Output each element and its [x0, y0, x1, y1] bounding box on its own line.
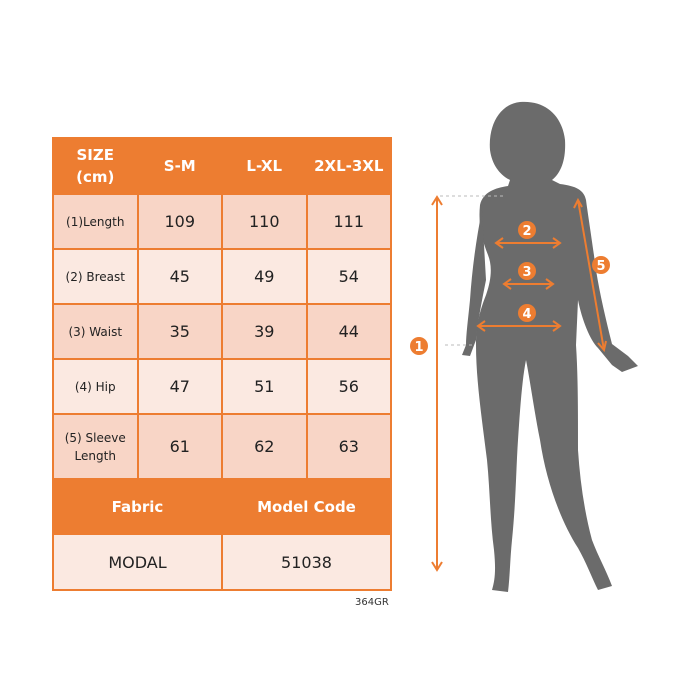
marker-2: 2	[522, 224, 531, 239]
body-measurement-figure: 1 2 3 4 5	[410, 101, 638, 592]
row-label: (3) Waist	[52, 303, 139, 360]
cell: 63	[305, 413, 392, 480]
header-size: SIZE (cm)	[52, 137, 139, 195]
size-chart-table: SIZE (cm) S-M L-XL 2XL-3XL (1)Length 109 …	[52, 137, 392, 591]
model-code-value: 51038	[221, 533, 392, 591]
table-row: (5) Sleeve Length 61 62 63	[52, 413, 392, 480]
row-label: (4) Hip	[52, 358, 139, 415]
fabric-label: Fabric	[52, 478, 223, 535]
cell: 45	[136, 248, 223, 305]
marker-5: 5	[596, 259, 605, 274]
model-code-label: Model Code	[221, 478, 392, 535]
header-l-xl: L-XL	[221, 137, 308, 195]
sleeve-line	[577, 199, 605, 351]
table-row: (1)Length 109 110 111	[52, 193, 392, 250]
measurement-markers: 1 2 3 4 5	[410, 221, 610, 355]
cell: 54	[305, 248, 392, 305]
row-label: (5) Sleeve Length	[52, 413, 139, 480]
product-code: 364GR	[355, 597, 389, 608]
marker-3: 3	[522, 265, 531, 280]
table-header-row: SIZE (cm) S-M L-XL 2XL-3XL	[52, 137, 392, 195]
cell: 47	[136, 358, 223, 415]
cell: 61	[136, 413, 223, 480]
cell: 35	[136, 303, 223, 360]
cell: 111	[305, 193, 392, 250]
row-label: (1)Length	[52, 193, 139, 250]
cell: 110	[221, 193, 308, 250]
cell: 44	[305, 303, 392, 360]
cell: 109	[136, 193, 223, 250]
cell: 56	[305, 358, 392, 415]
marker-4: 4	[522, 307, 531, 322]
fabric-value-row: MODAL 51038	[52, 533, 392, 591]
row-label: (2) Breast	[52, 248, 139, 305]
marker-1: 1	[414, 340, 423, 355]
header-2xl-3xl: 2XL-3XL	[305, 137, 392, 195]
fabric-value: MODAL	[52, 533, 223, 591]
table-row: (3) Waist 35 39 44	[52, 303, 392, 360]
header-s-m: S-M	[136, 137, 223, 195]
cell: 39	[221, 303, 308, 360]
cell: 51	[221, 358, 308, 415]
fabric-header-row: Fabric Model Code	[52, 478, 392, 535]
measurement-lines	[431, 195, 607, 572]
cell: 62	[221, 413, 308, 480]
table-row: (2) Breast 45 49 54	[52, 248, 392, 305]
woman-silhouette	[462, 101, 638, 592]
cell: 49	[221, 248, 308, 305]
table-row: (4) Hip 47 51 56	[52, 358, 392, 415]
